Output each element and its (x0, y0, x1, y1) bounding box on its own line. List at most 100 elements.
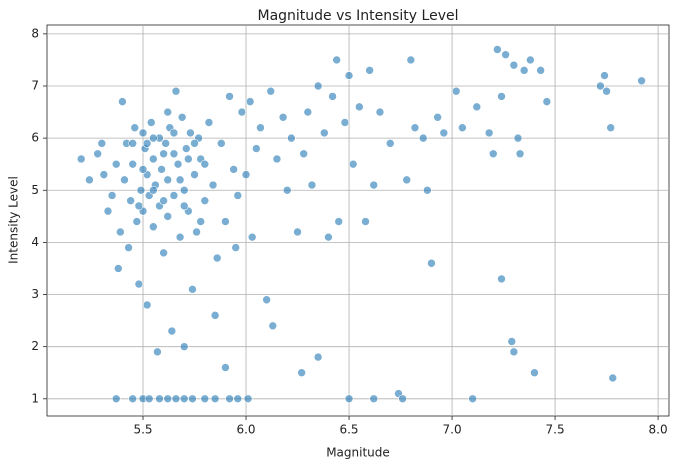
scatter-point (153, 347, 162, 357)
scatter-point (173, 159, 183, 169)
scatter-point (126, 196, 135, 205)
scatter-point (179, 394, 189, 404)
scatter-point (169, 191, 179, 200)
scatter-point (134, 279, 144, 289)
scatter-point (134, 201, 144, 211)
scatter-point (159, 149, 168, 159)
scatter-point (256, 123, 265, 133)
y-tick-label: 8 (31, 26, 39, 40)
scatter-point (210, 394, 220, 404)
scatter-point (303, 107, 313, 117)
y-tick-label: 6 (31, 131, 39, 145)
scatter-point (266, 86, 276, 96)
scatter-point (542, 97, 552, 106)
y-tick-label: 5 (31, 183, 39, 197)
scatter-point (530, 368, 539, 378)
scatter-point (163, 107, 173, 117)
scatter-point (169, 149, 179, 159)
scatter-point (138, 128, 148, 138)
scatter-point (149, 133, 158, 143)
scatter-point (365, 66, 374, 75)
scatter-point (243, 394, 253, 404)
scatter-point (120, 175, 129, 185)
scatter-point (328, 92, 337, 101)
scatter-point (299, 149, 309, 159)
scatter-point (93, 149, 102, 159)
scatter-point (332, 55, 341, 65)
scatter-point (171, 86, 181, 96)
scatter-point (181, 144, 191, 153)
x-tick-label: 8.0 (649, 423, 668, 437)
scatter-point (144, 394, 154, 404)
scatter-point (509, 347, 519, 357)
scatter-point (262, 295, 271, 305)
scatter-point (128, 159, 138, 169)
scatter-point (204, 118, 214, 127)
scatter-point (344, 394, 354, 404)
scatter-point (385, 139, 395, 148)
scatter-point (324, 232, 333, 242)
scatter-point (252, 144, 261, 153)
scatter-point (179, 342, 189, 351)
scatter-point (225, 92, 234, 101)
scatter-point (157, 165, 166, 174)
scatter-point (402, 175, 412, 185)
x-tick-label: 6.0 (236, 423, 255, 437)
scatter-point (410, 123, 420, 133)
scatter-point (501, 50, 510, 60)
scatter-point (149, 185, 158, 195)
plot-frame (46, 24, 670, 417)
scatter-point (149, 154, 158, 164)
scatter-point (186, 128, 195, 138)
scatter-point (334, 217, 344, 226)
scatter-point (175, 232, 185, 242)
scatter-point (142, 139, 152, 148)
scatter-point (369, 394, 379, 404)
y-tick-label: 7 (31, 78, 39, 92)
y-tick-label: 3 (31, 287, 39, 301)
scatter-point (313, 81, 323, 91)
scatter-point (282, 185, 292, 195)
scatter-point (340, 118, 350, 127)
scatter-point (509, 60, 519, 70)
scatter-point (406, 55, 416, 65)
scatter-point (97, 139, 107, 148)
scatter-point (76, 154, 86, 164)
scatter-point (313, 352, 323, 362)
scatter-point (103, 206, 113, 216)
scatter-point (146, 118, 156, 127)
scatter-point (637, 76, 646, 86)
x-tick-label: 7.0 (443, 423, 462, 437)
scatter-point (293, 227, 302, 237)
scatter-point (355, 102, 364, 112)
y-tick-label: 1 (31, 391, 39, 405)
scatter-point (208, 180, 218, 190)
scatter-point (272, 154, 282, 164)
scatter-point (163, 212, 173, 221)
scatter-point (188, 285, 197, 294)
scatter-point (159, 196, 168, 205)
scatter-point (217, 139, 226, 148)
scatter-point (85, 175, 94, 185)
scatter-point (513, 133, 523, 143)
scatter-point (138, 165, 148, 174)
scatter-point (596, 81, 605, 91)
scatter-point (175, 175, 185, 185)
scatter-point (369, 180, 379, 190)
scatter-point (536, 66, 545, 75)
scatter-point (132, 217, 142, 226)
y-axis-label: Intensity Level (7, 176, 21, 264)
scatter-point (188, 394, 197, 404)
scatter-point (606, 123, 615, 133)
scatter-point (155, 394, 164, 404)
scatter-point (107, 191, 117, 200)
scatter-point (233, 394, 243, 404)
scatter-point (210, 311, 220, 320)
scatter-point (307, 180, 317, 190)
scatter-point (497, 274, 506, 284)
scatter-point (200, 159, 210, 169)
scatter-point (111, 159, 121, 169)
scatter-point (225, 394, 234, 404)
scatter-point (519, 66, 529, 75)
